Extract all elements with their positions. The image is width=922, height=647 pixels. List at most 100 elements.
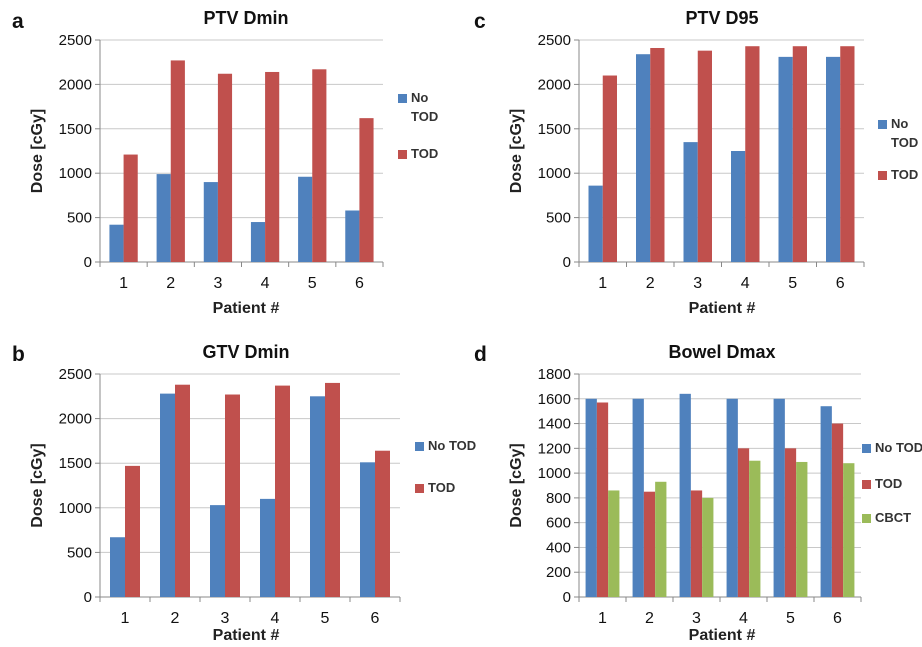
x-tick-label: 3 bbox=[213, 275, 222, 292]
legend-swatch-no-tod bbox=[878, 120, 887, 129]
x-tick-label: 6 bbox=[833, 610, 842, 627]
bar-no-tod-patient-3 bbox=[210, 505, 225, 597]
bar-tod-patient-4 bbox=[737, 448, 750, 597]
chart-title: GTV Dmin bbox=[202, 342, 289, 362]
bar-no-tod-patient-1 bbox=[588, 185, 603, 262]
x-tick-label: 2 bbox=[171, 610, 180, 627]
x-tick-label: 2 bbox=[645, 610, 654, 627]
legend-label: No bbox=[411, 90, 428, 105]
bar-no-tod-patient-1 bbox=[110, 537, 125, 597]
x-tick-label: 4 bbox=[739, 610, 748, 627]
x-tick-label: 4 bbox=[741, 275, 750, 292]
x-tick-label: 2 bbox=[646, 275, 655, 292]
x-tick-label: 1 bbox=[598, 275, 607, 292]
x-tick-label: 5 bbox=[321, 610, 330, 627]
y-tick-label: 1500 bbox=[538, 121, 571, 138]
legend-swatch-tod bbox=[398, 150, 407, 159]
y-tick-label: 1500 bbox=[59, 121, 92, 138]
legend-label: TOD bbox=[411, 109, 438, 124]
x-axis-label: Patient # bbox=[689, 627, 756, 644]
y-tick-label: 1500 bbox=[59, 455, 92, 472]
y-tick-label: 500 bbox=[546, 210, 571, 227]
y-tick-label: 1000 bbox=[538, 165, 571, 182]
x-tick-label: 4 bbox=[271, 610, 280, 627]
panel-letter: c bbox=[474, 10, 486, 33]
bar-tod-patient-6 bbox=[831, 423, 844, 597]
panel-letter: b bbox=[12, 343, 25, 366]
y-tick-label: 2000 bbox=[59, 411, 92, 428]
x-tick-label: 5 bbox=[788, 275, 797, 292]
bar-cbct-patient-3 bbox=[702, 497, 714, 597]
bar-no-tod-patient-5 bbox=[773, 398, 785, 597]
y-tick-label: 500 bbox=[67, 210, 92, 227]
bar-tod-patient-6 bbox=[359, 118, 374, 262]
legend-label: TOD bbox=[891, 167, 918, 182]
bar-cbct-patient-2 bbox=[655, 481, 667, 597]
legend-swatch-tod bbox=[878, 171, 887, 180]
chart-title: PTV Dmin bbox=[203, 8, 288, 28]
bar-tod-patient-2 bbox=[643, 491, 656, 597]
bar-tod-patient-3 bbox=[690, 490, 703, 597]
y-tick-label: 0 bbox=[563, 254, 571, 271]
x-tick-label: 3 bbox=[693, 275, 702, 292]
legend-swatch-tod bbox=[415, 484, 424, 493]
bar-no-tod-patient-4 bbox=[260, 498, 275, 597]
x-axis-label: Patient # bbox=[213, 300, 280, 317]
y-tick-label: 500 bbox=[67, 544, 92, 561]
bar-tod-patient-6 bbox=[375, 450, 390, 597]
bar-no-tod-patient-5 bbox=[778, 56, 793, 262]
bar-no-tod-patient-2 bbox=[160, 393, 175, 597]
x-axis-label: Patient # bbox=[213, 627, 280, 644]
y-tick-label: 2500 bbox=[538, 32, 571, 49]
y-tick-label: 0 bbox=[563, 589, 571, 606]
legend-swatch-no-tod bbox=[862, 444, 871, 453]
y-axis-label: Dose [cGy] bbox=[29, 109, 46, 193]
bar-tod-patient-3 bbox=[697, 50, 712, 262]
chart-panel-a: a PTV Dmin 0 500 1000 1500 2000 2500 1 2 3 4 5 6 Patie… bbox=[12, 8, 438, 317]
y-tick-label: 2000 bbox=[538, 76, 571, 93]
x-tick-label: 1 bbox=[119, 275, 128, 292]
bar-no-tod-patient-4 bbox=[731, 151, 746, 262]
chart-title: Bowel Dmax bbox=[668, 342, 775, 362]
bar-tod-patient-4 bbox=[275, 385, 290, 597]
bar-tod-patient-2 bbox=[175, 384, 190, 597]
legend-label: No bbox=[891, 116, 908, 131]
y-tick-label: 200 bbox=[546, 564, 571, 581]
y-tick-label: 1000 bbox=[59, 500, 92, 517]
bar-no-tod-patient-5 bbox=[298, 176, 313, 262]
bar-tod-patient-1 bbox=[596, 402, 609, 597]
chart-title: PTV D95 bbox=[685, 8, 758, 28]
x-tick-label: 6 bbox=[836, 275, 845, 292]
panel-letter: d bbox=[474, 343, 487, 366]
x-tick-label: 2 bbox=[166, 275, 175, 292]
x-tick-label: 3 bbox=[221, 610, 230, 627]
bar-no-tod-patient-6 bbox=[360, 462, 375, 597]
bar-tod-patient-1 bbox=[123, 154, 138, 262]
chart-panel-b: b GTV Dmin 0 500 1000 1500 2000 2500 1 2 3 4 5 6 Patie… bbox=[12, 342, 476, 644]
y-tick-label: 1400 bbox=[538, 416, 571, 433]
x-tick-label: 5 bbox=[308, 275, 317, 292]
y-tick-label: 2500 bbox=[59, 366, 92, 383]
y-axis-label: Dose [cGy] bbox=[508, 109, 525, 193]
legend-label: No TOD bbox=[428, 438, 476, 453]
y-tick-label: 800 bbox=[546, 490, 571, 507]
bar-no-tod-patient-3 bbox=[683, 142, 698, 262]
bar-no-tod-patient-3 bbox=[203, 182, 218, 262]
chart-panel-d: d Bowel Dmax 0 200 400 600 800 1000 1200 1400 1600… bbox=[474, 342, 922, 644]
bar-tod-patient-2 bbox=[650, 47, 665, 262]
y-tick-label: 400 bbox=[546, 539, 571, 556]
legend-label: TOD bbox=[428, 480, 455, 495]
legend-label: No TOD bbox=[875, 440, 922, 455]
bar-no-tod-patient-1 bbox=[109, 224, 124, 262]
bar-cbct-patient-4 bbox=[749, 460, 761, 597]
y-axis-label: Dose [cGy] bbox=[29, 443, 46, 527]
y-tick-label: 0 bbox=[84, 254, 92, 271]
bar-tod-patient-3 bbox=[225, 394, 240, 597]
bar-cbct-patient-6 bbox=[843, 463, 855, 597]
bar-no-tod-patient-4 bbox=[726, 398, 738, 597]
legend-label: TOD bbox=[411, 146, 438, 161]
y-tick-label: 2500 bbox=[59, 32, 92, 49]
y-axis-label: Dose [cGy] bbox=[508, 443, 525, 527]
panel-letter: a bbox=[12, 10, 24, 33]
